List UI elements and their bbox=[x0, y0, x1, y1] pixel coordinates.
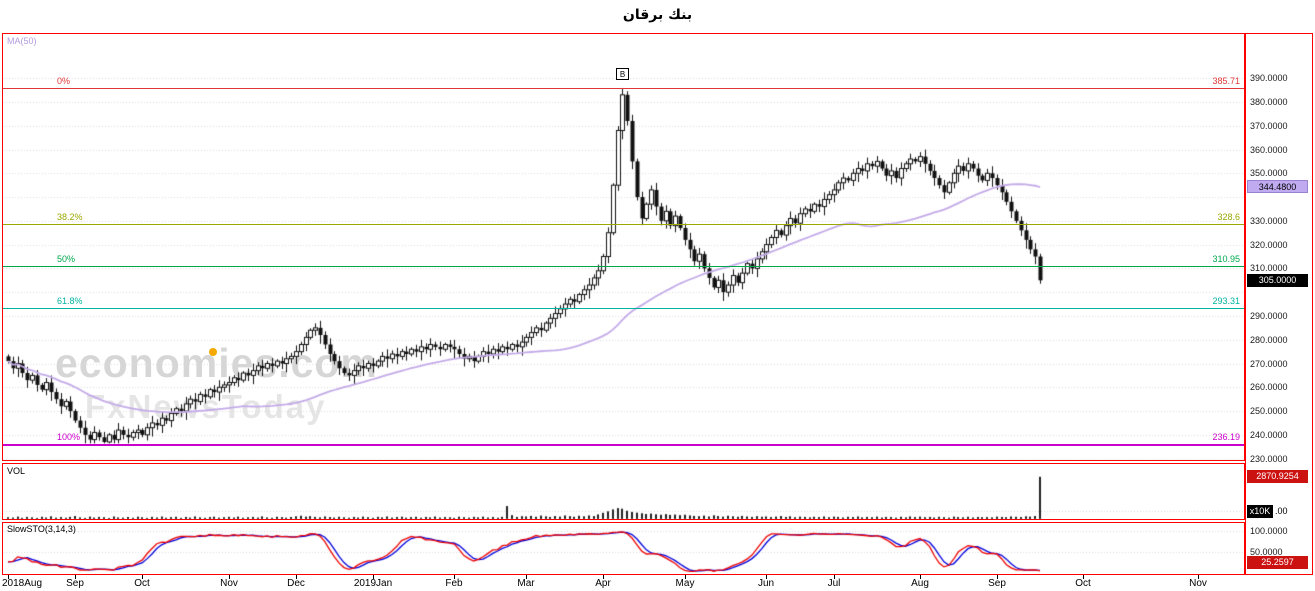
x-axis-tick bbox=[373, 575, 374, 579]
y-axis-label: 270.0000 bbox=[1250, 358, 1288, 369]
y-axis-label: 260.0000 bbox=[1250, 382, 1288, 393]
fib-line bbox=[3, 266, 1244, 267]
x-axis-month-label: Jun bbox=[757, 578, 775, 589]
x-axis-month-label: Oct bbox=[1075, 578, 1091, 589]
x-axis-tick bbox=[920, 575, 921, 579]
fib-right-label: 293.31 bbox=[1212, 296, 1240, 306]
fib-line bbox=[3, 444, 1244, 446]
x-axis-month-label: Aug bbox=[911, 578, 929, 589]
fib-left-label: 100% bbox=[57, 432, 81, 442]
volume-label: VOL bbox=[7, 466, 26, 476]
x-axis-month-label: Sep bbox=[988, 578, 1006, 589]
x-axis-month-label: 2019Jan bbox=[353, 578, 393, 589]
volume-scale-badge: x10K bbox=[1247, 505, 1273, 518]
y-axis-label: 370.0000 bbox=[1250, 120, 1288, 131]
volume-value-badge: 2870.9254 bbox=[1247, 470, 1308, 483]
fib-right-label: 328.6 bbox=[1217, 212, 1240, 222]
fib-left-label: 38.2% bbox=[57, 212, 83, 222]
x-axis-tick bbox=[454, 575, 455, 579]
x-axis-month-label: Mar bbox=[517, 578, 535, 589]
volume-baseline-label: .00 bbox=[1275, 506, 1288, 516]
peak-b-marker: B bbox=[616, 68, 629, 80]
x-axis-tick bbox=[685, 575, 686, 579]
fib-right-label: 236.19 bbox=[1212, 432, 1240, 442]
y-axis-label: 330.0000 bbox=[1250, 215, 1288, 226]
x-axis-tick bbox=[1083, 575, 1084, 579]
fib-right-label: 385.71 bbox=[1212, 76, 1240, 86]
y-axis-label: 240.0000 bbox=[1250, 429, 1288, 440]
x-axis-tick bbox=[296, 575, 297, 579]
y-axis-label: 360.0000 bbox=[1250, 144, 1288, 155]
y-axis-label: 290.0000 bbox=[1250, 310, 1288, 321]
fib-right-label: 310.95 bbox=[1212, 254, 1240, 264]
stochastic-label: SlowSTO(3,14,3) bbox=[7, 524, 76, 534]
last-price-badge: 305.0000 bbox=[1247, 274, 1308, 287]
x-axis-month-label: Jul bbox=[827, 578, 841, 589]
y-axis-label: 350.0000 bbox=[1250, 168, 1288, 179]
page-title: بنك برقان bbox=[622, 7, 693, 23]
x-axis-tick bbox=[526, 575, 527, 579]
fib-left-label: 61.8% bbox=[57, 296, 83, 306]
stochastic-axis-label: 50.0000 bbox=[1250, 547, 1283, 557]
y-axis-label: 390.0000 bbox=[1250, 73, 1288, 84]
stochastic-axis-label: 100.0000 bbox=[1250, 526, 1288, 536]
x-axis-tick bbox=[75, 575, 76, 579]
x-axis-tick bbox=[603, 575, 604, 579]
x-axis-tick bbox=[229, 575, 230, 579]
y-axis-label: 250.0000 bbox=[1250, 406, 1288, 417]
x-axis-tick bbox=[997, 575, 998, 579]
x-axis-tick bbox=[142, 575, 143, 579]
x-axis-tick bbox=[1198, 575, 1199, 579]
x-axis-tick bbox=[766, 575, 767, 579]
ma-indicator-label: MA(50) bbox=[7, 36, 37, 46]
x-axis-month-label: May bbox=[675, 578, 695, 589]
x-axis-month-label: Feb bbox=[445, 578, 463, 589]
fib-left-label: 0% bbox=[57, 76, 71, 86]
x-axis-month-label: 2018Aug bbox=[2, 578, 43, 589]
fib-line bbox=[3, 308, 1244, 309]
x-axis-month-label: Apr bbox=[595, 578, 611, 589]
y-axis-label: 320.0000 bbox=[1250, 239, 1288, 250]
fib-line bbox=[3, 224, 1244, 225]
y-axis-label: 380.0000 bbox=[1250, 96, 1288, 107]
y-axis-label: 310.0000 bbox=[1250, 263, 1288, 274]
x-axis-month-label: Nov bbox=[1189, 578, 1207, 589]
x-axis-month-label: Sep bbox=[66, 578, 84, 589]
x-axis-tick bbox=[834, 575, 835, 579]
fib-line bbox=[3, 88, 1244, 89]
ma-value-badge: 344.4800 bbox=[1247, 180, 1308, 193]
x-axis-month-label: Dec bbox=[287, 578, 305, 589]
y-axis-label: 230.0000 bbox=[1250, 453, 1288, 464]
fib-left-label: 50% bbox=[57, 254, 76, 264]
x-axis-month-label: Nov bbox=[220, 578, 238, 589]
stochastic-value-badge: 25.2597 bbox=[1247, 556, 1308, 569]
x-axis-tick bbox=[8, 575, 9, 579]
x-axis-month-label: Oct bbox=[134, 578, 150, 589]
y-axis-label: 280.0000 bbox=[1250, 334, 1288, 345]
